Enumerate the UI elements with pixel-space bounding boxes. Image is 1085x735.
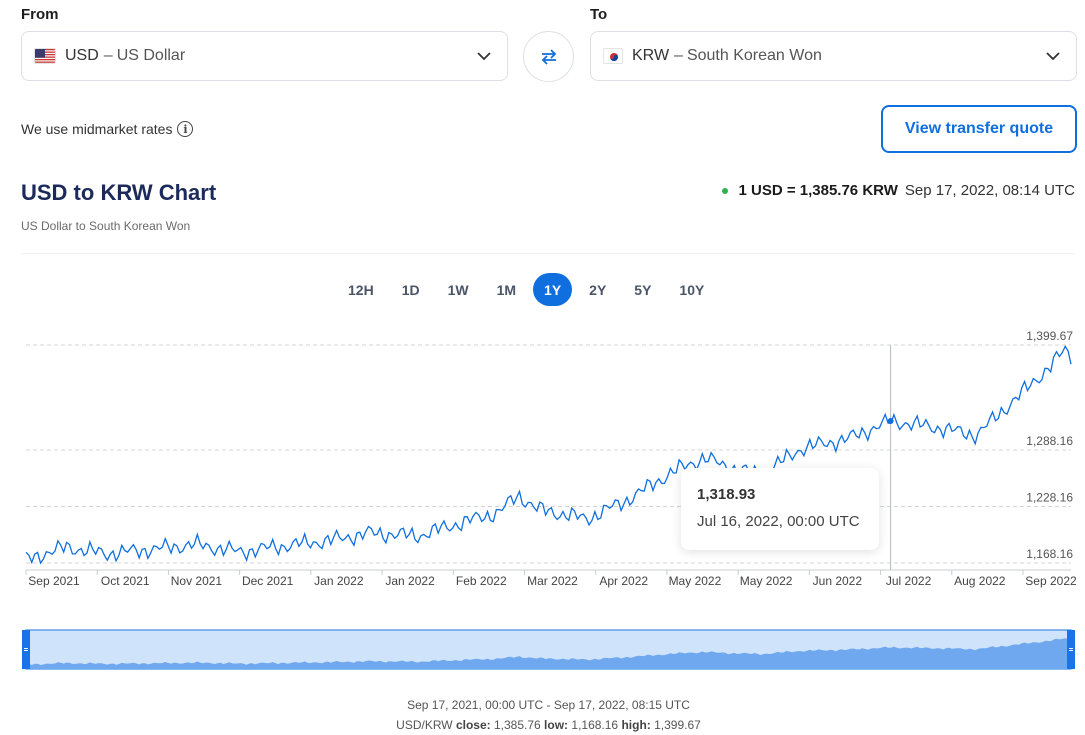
us-flag-icon [34,48,56,64]
midmarket-text: We use midmarket rates [21,121,173,137]
x-tick-label: May 2022 [669,574,722,588]
x-tick-label: Dec 2021 [242,574,294,588]
range-10y[interactable]: 10Y [679,281,705,298]
range-1y[interactable]: 1Y [533,273,573,306]
range-1d[interactable]: 1D [401,281,420,298]
y-tick-label: 1,399.67 [1026,329,1073,343]
to-currency-code: KRW [632,47,670,64]
tooltip-date: Jul 16, 2022, 00:00 UTC [697,513,860,530]
kr-flag-icon [603,48,623,64]
x-tick-label: Oct 2021 [101,574,150,588]
chart-subtitle: US Dollar to South Korean Won [21,219,191,233]
footer-high-label: high: [621,718,651,732]
y-tick-label: 1,168.16 [1026,547,1073,561]
current-rate: 1 USD = 1,385.76 KRW Sep 17, 2022, 08:14… [722,182,1075,199]
range-2y[interactable]: 2Y [589,281,607,298]
to-currency-dash: – [674,47,683,64]
footer-low-value: 1,168.16 [571,718,619,732]
footer-date-range: Sep 17, 2021, 00:00 UTC - Sep 17, 2022, … [407,698,690,712]
x-tick-label: Jun 2022 [813,574,863,588]
footer-close-value: 1,385.76 [493,718,541,732]
view-transfer-quote-button[interactable]: View transfer quote [881,105,1077,153]
navigator-area [26,638,1071,669]
x-tick-label: Mar 2022 [527,574,578,588]
footer-high-value: 1,399.67 [654,718,701,732]
swap-currencies-button[interactable] [523,31,574,82]
from-currency-name: US Dollar [116,47,186,64]
to-currency-name: South Korean Won [686,47,822,64]
x-tick-label: Feb 2022 [456,574,507,588]
footer-close-label: close: [455,718,491,732]
from-currency-dash: – [103,47,113,64]
chart-title: USD to KRW Chart [21,180,217,205]
x-tick-label: Nov 2021 [171,574,223,588]
x-tick-label: Sep 2021 [28,574,80,588]
live-status-dot [722,187,729,194]
from-currency-code: USD [65,47,99,64]
tooltip-value: 1,318.93 [697,486,756,503]
footer-stats: USD/KRW close: 1,385.76 low: 1,168.16 hi… [0,718,1085,732]
x-tick-label: Sep 2022 [1025,574,1077,588]
rate-chart[interactable]: 1,399.67 1,288.16 1,228.16 1,168.16 Sep 2021… [0,320,1085,675]
range-1m[interactable]: 1M [496,281,517,298]
x-tick-label: Jan 2022 [314,574,364,588]
from-currency-select[interactable]: USD – US Dollar [21,31,508,81]
current-rate-value: 1 USD = 1,385.76 KRW [738,182,898,199]
range-12h[interactable]: 12H [348,281,374,298]
navigator-handle-right[interactable] [1067,630,1075,669]
navigator-handle-left[interactable] [22,630,30,669]
y-tick-label: 1,288.16 [1026,434,1073,448]
swap-arrows-icon [541,48,556,65]
time-range-selector: 12H 1D 1W 1M 1Y 2Y 5Y 10Y [337,273,721,306]
series-line [25,345,1072,565]
hover-point [887,418,894,425]
chart-tooltip: 1,318.93 Jul 16, 2022, 00:00 UTC [681,468,879,550]
range-1w[interactable]: 1W [447,281,469,298]
midmarket-note: We use midmarket rates i [21,121,194,137]
to-currency-select[interactable]: KRW – South Korean Won [590,31,1077,81]
current-rate-timestamp: Sep 17, 2022, 08:14 UTC [904,182,1075,199]
x-tick-label: Jul 2022 [886,574,932,588]
info-icon[interactable]: i [177,121,194,137]
divider [21,253,1075,254]
x-tick-label: May 2022 [740,574,793,588]
from-label: From [21,6,59,23]
footer-pair: USD/KRW [396,718,453,732]
x-tick-label: Aug 2022 [954,574,1006,588]
y-tick-label: 1,228.16 [1026,491,1073,505]
to-label: To [590,6,608,23]
range-5y[interactable]: 5Y [634,281,652,298]
x-tick-label: Jan 2022 [385,574,435,588]
x-tick-label: Apr 2022 [599,574,648,588]
footer-low-label: low: [544,718,569,732]
chevron-down-icon [1046,52,1060,61]
chevron-down-icon [477,52,491,61]
